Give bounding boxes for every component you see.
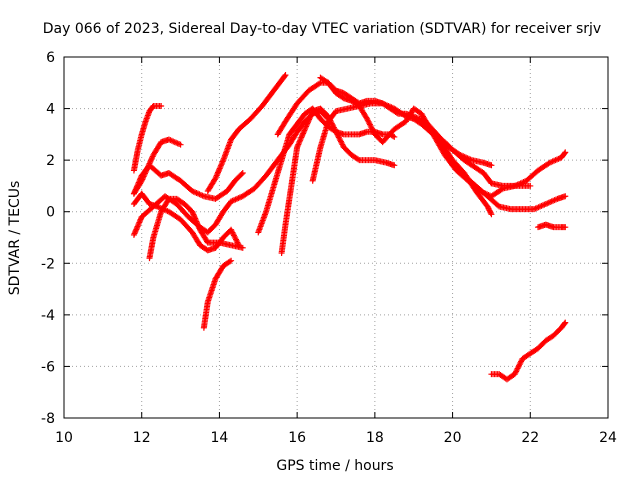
series-track-17 — [488, 319, 569, 383]
series-track-3 — [130, 162, 246, 202]
data-point — [391, 162, 398, 169]
x-tick-label: 18 — [366, 430, 384, 446]
data-point — [239, 170, 246, 177]
series-track-6 — [146, 195, 246, 262]
x-axis-label: GPS time / hours — [276, 458, 393, 474]
y-tick-label: -2 — [41, 256, 55, 272]
data-point — [228, 257, 235, 264]
data-point — [391, 133, 398, 140]
data-marks — [130, 72, 569, 383]
data-point — [239, 244, 246, 251]
data-point — [562, 149, 569, 156]
chart-title: Day 066 of 2023, Sidereal Day-to-day VTE… — [43, 21, 601, 37]
data-point — [562, 224, 569, 231]
data-point — [177, 141, 184, 148]
data-point — [281, 73, 288, 80]
series-track-16 — [535, 221, 569, 231]
data-point — [562, 319, 569, 326]
data-point — [527, 182, 534, 189]
plot-frame — [63, 56, 609, 419]
data-point — [487, 210, 494, 217]
x-tick-label: 20 — [444, 430, 462, 446]
data-point — [226, 258, 233, 265]
x-tick-label: 10 — [55, 430, 73, 446]
x-tick-label: 14 — [211, 430, 229, 446]
series-track-5 — [130, 190, 242, 254]
data-point — [355, 156, 362, 163]
data-point — [158, 102, 165, 109]
y-tick-label: -8 — [41, 411, 55, 427]
y-axis-label: SDTVAR / TECUs — [7, 181, 23, 296]
x-tick-label: 16 — [288, 430, 306, 446]
y-tick-label: 2 — [46, 153, 55, 169]
data-point — [282, 72, 289, 79]
y-tick-label: 0 — [46, 205, 55, 221]
x-tick-label: 22 — [521, 430, 539, 446]
data-point — [495, 202, 502, 209]
data-point — [561, 320, 568, 327]
data-point — [561, 150, 568, 157]
y-tick-label: 6 — [46, 50, 55, 66]
data-point — [211, 176, 218, 183]
series-track-8 — [204, 72, 289, 195]
y-tick-label: -6 — [41, 359, 55, 375]
y-tick-label: -4 — [41, 308, 55, 324]
series-track-1 — [130, 102, 165, 174]
data-point — [498, 186, 505, 193]
x-tick-label: 24 — [599, 430, 617, 446]
data-point — [562, 193, 569, 200]
series-track-15 — [426, 123, 495, 218]
y-tick-label: 4 — [46, 102, 55, 118]
data-point — [488, 211, 495, 218]
series-track-10 — [278, 105, 398, 256]
data-point — [488, 162, 495, 169]
x-tick-label: 12 — [133, 430, 151, 446]
data-point — [238, 171, 245, 178]
series-track-7 — [200, 257, 235, 331]
data-point — [316, 80, 323, 87]
